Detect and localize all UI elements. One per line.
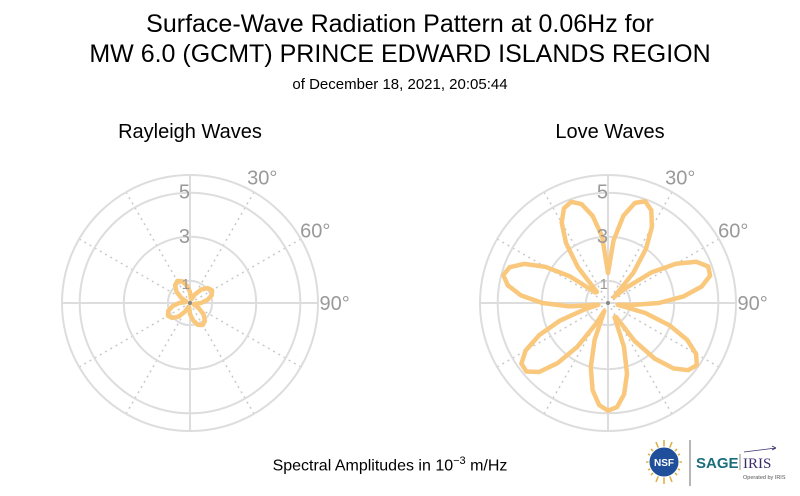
sage-text: SAGE xyxy=(696,455,739,472)
radial-tick-label: 1 xyxy=(182,276,190,293)
units-base: 10 xyxy=(435,457,454,475)
angular-gridline xyxy=(189,191,255,304)
chart-subtitle: of December 18, 2021, 20:05:44 xyxy=(292,76,508,93)
sage-iris-logo: SAGE IRIS Operated by IRIS xyxy=(696,445,786,481)
love-plot-title: Love Waves xyxy=(555,121,665,143)
angular-tick-label: 90° xyxy=(319,293,349,315)
angular-gridline xyxy=(78,238,191,304)
angular-gridline xyxy=(125,302,191,415)
center-point xyxy=(606,301,610,305)
rayleigh-plot-title: Rayleigh Waves xyxy=(118,121,262,143)
radial-gridline xyxy=(166,279,214,327)
radial-tick-label: 5 xyxy=(597,182,608,204)
angular-tick-label: 60° xyxy=(300,221,330,243)
angular-tick-label: 90° xyxy=(737,293,767,315)
angular-gridline xyxy=(607,238,720,304)
radiation-pattern-line xyxy=(165,278,215,328)
angular-gridline xyxy=(189,238,302,304)
angular-tick-label: 60° xyxy=(718,221,748,243)
iris-text: IRIS xyxy=(743,456,771,472)
angular-tick-label: 30° xyxy=(665,168,695,190)
units-suffix: m/Hz xyxy=(465,457,508,475)
chart-title-line2: MW 6.0 (GCMT) PRINCE EDWARD ISLANDS REGI… xyxy=(89,40,711,68)
radial-tick-label: 5 xyxy=(179,182,190,204)
radial-tick-label: 3 xyxy=(597,226,608,248)
units-exponent: −3 xyxy=(453,455,466,467)
radial-gridline xyxy=(496,191,720,415)
center-point xyxy=(188,301,192,305)
operated-by-text: Operated by IRIS xyxy=(743,475,786,481)
outer-gridline xyxy=(479,174,737,432)
logo-bar: NSF SAGE IRIS Operated by IRIS xyxy=(646,440,786,486)
angular-gridline xyxy=(189,302,255,415)
chart-title-line1: Surface-Wave Radiation Pattern at 0.06Hz… xyxy=(146,10,654,38)
units-caption: Spectral Amplitudes in 10−3 m/Hz xyxy=(210,455,570,475)
radiation-pattern-line xyxy=(501,198,713,413)
angular-gridline xyxy=(78,302,191,368)
nsf-logo: NSF xyxy=(646,440,682,484)
love-polar-chart: 1 3 5 30° 60° 90° xyxy=(479,168,768,432)
angular-gridline xyxy=(189,302,302,368)
outer-gridline xyxy=(61,174,319,432)
radial-tick-label: 1 xyxy=(600,276,608,293)
angular-tick-label: 30° xyxy=(247,168,277,190)
radial-gridline xyxy=(122,235,258,371)
radial-gridline xyxy=(78,191,302,415)
angular-gridline xyxy=(607,191,673,304)
radial-tick-label: 3 xyxy=(179,226,190,248)
rayleigh-polar-chart: 1 3 5 30° 60° 90° xyxy=(61,168,350,432)
units-prefix: Spectral Amplitudes in xyxy=(272,457,436,475)
nsf-logo-text: NSF xyxy=(654,458,674,469)
